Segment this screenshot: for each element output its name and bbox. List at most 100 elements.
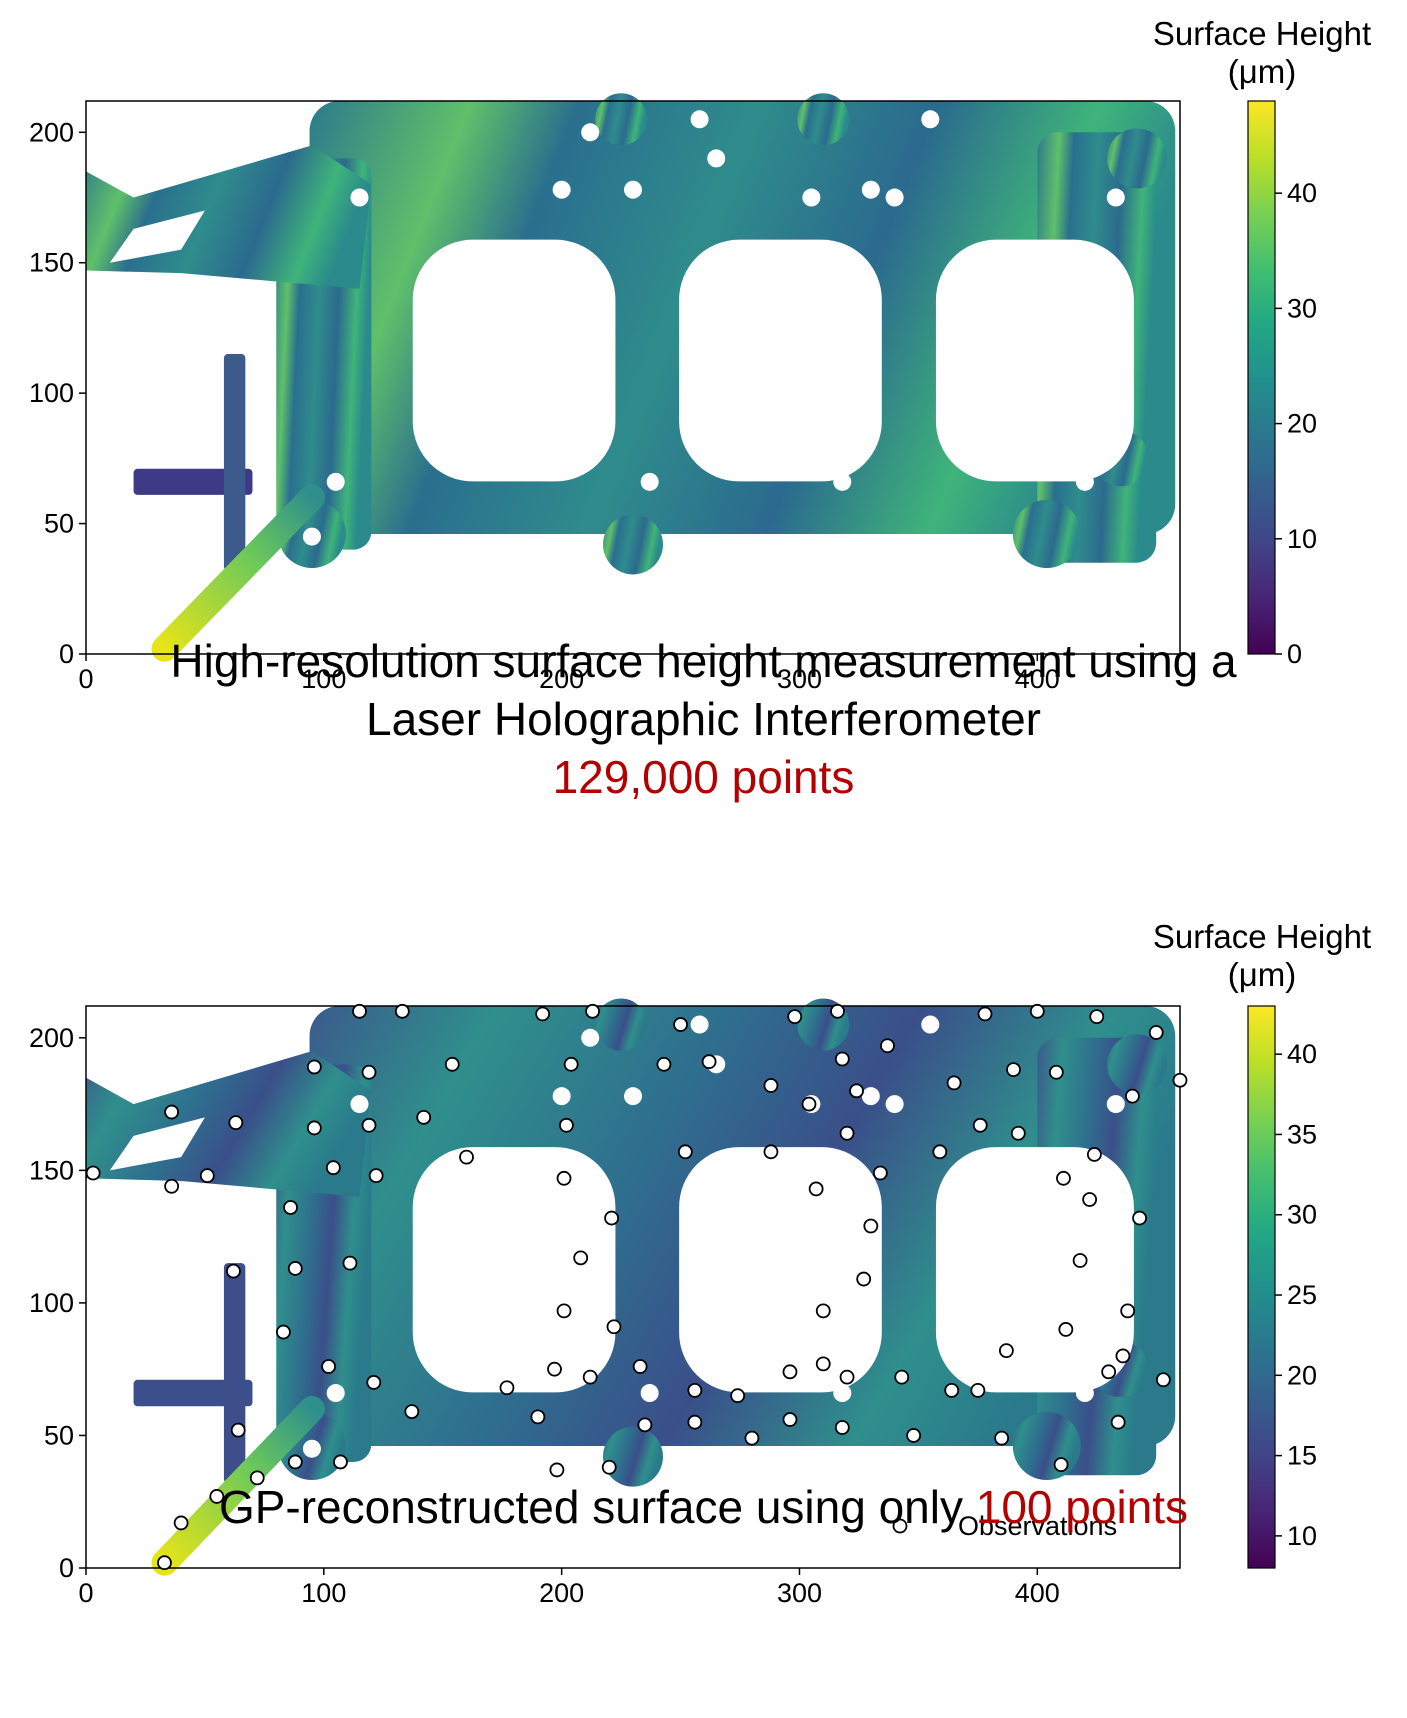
observation-point xyxy=(834,1051,850,1067)
y-tick-label: 50 xyxy=(44,1420,74,1450)
observation-point xyxy=(1010,1125,1026,1141)
observation-point xyxy=(556,1303,572,1319)
observation-point xyxy=(535,1006,551,1022)
colorbar-tick-label: 0 xyxy=(1287,639,1302,669)
y-tick-label: 200 xyxy=(29,117,74,147)
caption-top-line-1: High-resolution surface height measureme… xyxy=(170,635,1237,687)
observation-point xyxy=(499,1380,515,1396)
observation-point xyxy=(368,1168,384,1184)
x-tick-label: 100 xyxy=(301,1578,346,1608)
surface-heatmap xyxy=(86,93,1176,662)
observation-point xyxy=(306,1059,322,1075)
y-tick-label: 150 xyxy=(29,248,74,278)
observation-point xyxy=(763,1144,779,1160)
colorbar-tick-label: 35 xyxy=(1287,1119,1317,1149)
y-tick-label: 0 xyxy=(59,639,74,669)
observation-point xyxy=(604,1210,619,1226)
caption-top: High-resolution surface height measureme… xyxy=(0,632,1407,806)
observation-point xyxy=(946,1075,962,1091)
observation-point xyxy=(164,1178,180,1194)
plot-frame xyxy=(85,100,1181,655)
surface-heatmap xyxy=(86,998,1176,1576)
observation-point xyxy=(361,1064,377,1080)
x-tick-label: 200 xyxy=(539,1578,584,1608)
observation-point xyxy=(782,1412,798,1427)
observation-point xyxy=(1115,1348,1131,1364)
observation-point xyxy=(1089,1009,1105,1025)
observation-point xyxy=(687,1414,703,1430)
observation-point xyxy=(687,1382,703,1398)
colorbar-tick-label: 20 xyxy=(1287,1360,1317,1390)
observation-point xyxy=(1058,1322,1074,1337)
observation-point xyxy=(1082,1192,1098,1207)
observation-point xyxy=(283,1200,298,1215)
observation-point xyxy=(1120,1303,1136,1319)
x-tick-label: 400 xyxy=(1015,1578,1060,1608)
colorbar-tick-label: 10 xyxy=(1287,1521,1317,1551)
observation-point xyxy=(782,1364,798,1380)
observation-point xyxy=(701,1054,717,1070)
x-axis: 0 100 200 300 400 xyxy=(78,1568,1060,1608)
observation-point xyxy=(230,1422,246,1438)
caption-top-line-2: Laser Holographic Interferometer xyxy=(366,693,1041,745)
observation-point xyxy=(1006,1062,1021,1078)
panel-1: 0 100 200 300 400 0 50 100 150 200 0 10 20 30 40 Surfac… xyxy=(29,15,1371,694)
observation-point xyxy=(744,1430,760,1446)
legend-label: Observations xyxy=(958,1511,1117,1541)
observation-point xyxy=(1086,1147,1102,1162)
observation-point xyxy=(321,1359,336,1374)
observation-point xyxy=(906,1428,922,1443)
observation-point xyxy=(275,1324,291,1340)
legend: Observations xyxy=(892,1511,1117,1541)
observation-point xyxy=(1172,1072,1188,1088)
observation-point xyxy=(333,1454,348,1470)
caption-bottom: GP-reconstructed surface using only 100 … xyxy=(0,1478,1407,1536)
colorbar-gradient xyxy=(1247,100,1276,655)
x-axis: 0 100 200 300 400 xyxy=(78,654,1060,694)
observation-point xyxy=(1110,1414,1126,1430)
observation-point xyxy=(730,1388,746,1404)
observation-point xyxy=(601,1459,617,1475)
colorbar-unit: (μm) xyxy=(1228,956,1296,993)
x-tick-label: 400 xyxy=(1015,664,1060,694)
x-tick-label: 100 xyxy=(301,664,346,694)
observation-point xyxy=(677,1144,693,1160)
observations xyxy=(85,1003,1188,1571)
observation-point xyxy=(801,1096,817,1112)
observation-point xyxy=(849,1083,864,1099)
observation-point xyxy=(787,1009,803,1025)
y-tick-label: 150 xyxy=(29,1155,74,1185)
colorbar-tick-label: 10 xyxy=(1287,524,1317,554)
observation-point xyxy=(352,1003,367,1019)
x-tick-label: 300 xyxy=(777,664,822,694)
legend-marker xyxy=(892,1518,908,1534)
observation-point xyxy=(1132,1210,1147,1226)
caption-top-count: 129,000 points xyxy=(552,751,855,803)
observation-point xyxy=(673,1017,688,1032)
observation-point xyxy=(582,1369,598,1385)
observation-point xyxy=(1148,1025,1164,1040)
x-tick-label: 300 xyxy=(777,1578,822,1608)
colorbar-tick-label: 40 xyxy=(1287,178,1317,208)
observation-point xyxy=(559,1117,574,1133)
observation-point xyxy=(549,1462,565,1478)
observation-point xyxy=(994,1430,1010,1446)
observation-point xyxy=(361,1117,377,1133)
observation-point xyxy=(1056,1170,1071,1186)
observation-point xyxy=(830,1003,845,1019)
observation-point xyxy=(1048,1064,1064,1080)
observation-point xyxy=(173,1515,189,1531)
observation-point xyxy=(459,1149,474,1165)
observation-point xyxy=(85,1165,101,1181)
observation-point xyxy=(1155,1372,1171,1388)
y-axis: 0 50 100 150 200 xyxy=(29,117,86,669)
colorbar: 10 15 20 25 30 35 40 Surface Height(μm) xyxy=(1153,918,1371,1569)
observation-point xyxy=(585,1003,600,1019)
observation-point xyxy=(839,1369,855,1385)
observation-point xyxy=(444,1056,460,1072)
y-tick-label: 200 xyxy=(29,1023,74,1053)
observation-point xyxy=(342,1255,358,1271)
observation-point xyxy=(970,1382,986,1398)
observation-point xyxy=(815,1356,831,1372)
